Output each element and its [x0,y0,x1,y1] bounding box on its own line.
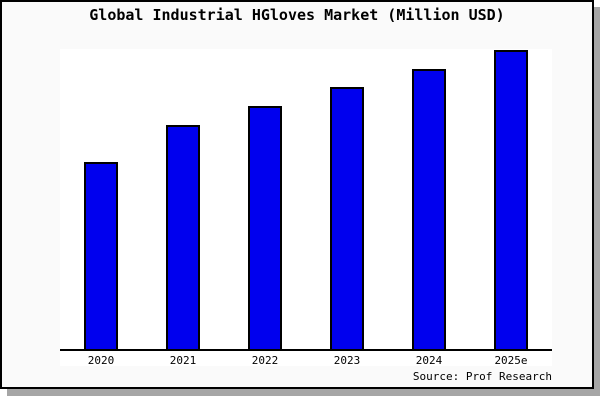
chart-title: Global Industrial HGloves Market (Millio… [89,6,505,24]
x-tick-label-2024: 2024 [415,354,443,367]
bar-2020 [84,162,118,351]
source-credit: Source: Prof Research [412,370,552,383]
bar-2024 [412,69,446,351]
x-tick-label-2020: 2020 [87,354,115,367]
bar-slot-2020 [60,162,142,351]
bar-slot-2023 [306,87,388,351]
bar-slot-2021 [142,125,224,351]
bar-2022 [248,106,282,351]
bar-2023 [330,87,364,351]
x-tick-label-2025e: 2025e [494,354,528,367]
bar-slot-2022 [224,106,306,351]
chart-frame: Global Industrial HGloves Market (Millio… [0,0,594,389]
bar-slot-2024 [388,69,470,351]
x-tick-label-2022: 2022 [251,354,279,367]
x-axis-line [60,349,552,351]
plot-area: 2020 2021 2022 2023 2024 2025e [60,49,552,367]
x-tick-label-2021: 2021 [169,354,197,367]
bar-2025e [494,50,528,351]
bar-slot-2025e [470,50,552,351]
x-tick-label-2023: 2023 [333,354,361,367]
bar-2021 [166,125,200,351]
